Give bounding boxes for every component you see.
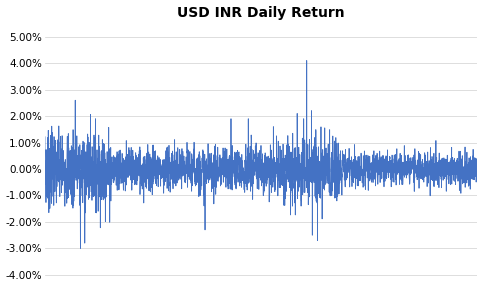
Title: USD INR Daily Return: USD INR Daily Return — [177, 6, 345, 19]
